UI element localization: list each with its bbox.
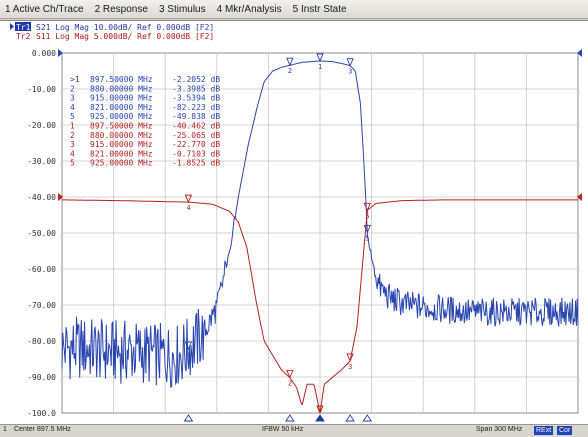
stimulus-marker-icon <box>285 414 295 422</box>
y-tick-labels: 0.000 -10.00 -20.00 -30.00 -40.00 -50.00 -60.0… <box>27 49 56 418</box>
channel-number: 1 <box>3 426 7 433</box>
y-tick-label: -70.00 <box>27 301 56 310</box>
marker-readout-value: -82.223 dB <box>172 103 220 112</box>
marker-table: >1 897.50000 MHz -2.2052 dB 2 880.00000 MHz -… <box>70 75 220 168</box>
marker-readout-number: 5 <box>70 159 75 168</box>
marker-s11-number: 3 <box>348 363 352 371</box>
marker-readout-frequency: 915.00000 MHz <box>90 94 153 103</box>
span-frequency[interactable]: Span 300 MHz <box>476 426 523 433</box>
analyzer-display: Tr1 S21 Log Mag 10.00dB/ Ref 0.000dB [F2… <box>0 20 588 425</box>
y-tick-label: 0.000 <box>32 49 56 58</box>
reference-markers <box>58 49 582 422</box>
tr2-label[interactable]: Tr2 <box>16 32 31 41</box>
tr2-settings[interactable]: S11 Log Mag 5.000dB/ Ref 0.000dB [F2] <box>36 32 214 41</box>
marker-readout-value: -2.2052 dB <box>172 75 220 84</box>
marker-readout-frequency: 821.00000 MHz <box>90 103 153 112</box>
tr1-ref-left-icon <box>58 49 63 57</box>
stimulus-marker-icon <box>315 414 325 422</box>
marker-s21-triangle <box>316 53 324 63</box>
marker-readout-number: 3 <box>70 94 75 103</box>
marker-readout-value: -0.7103 dB <box>172 149 220 158</box>
tr1-ref-right-icon <box>577 49 582 57</box>
marker-s11-number: 5 <box>365 212 369 220</box>
y-tick-label: -50.00 <box>27 229 56 238</box>
tr2-ref-right-icon <box>577 193 582 201</box>
cor-badge: Cor <box>557 426 573 435</box>
y-tick-label: -10.00 <box>27 85 56 94</box>
marker-readout-value: -22.770 dB <box>172 140 220 149</box>
marker-readout-number: 4 <box>70 149 75 158</box>
marker-s11-number: 4 <box>186 204 190 212</box>
marker-readout-number: >1 <box>70 75 80 84</box>
marker-readout-number: 2 <box>70 131 75 140</box>
marker-readout-frequency: 821.00000 MHz <box>90 149 153 158</box>
marker-readout-value: -1.8525 dB <box>172 159 220 168</box>
marker-readout-value: -25.065 dB <box>172 131 220 140</box>
marker-s11-triangle <box>286 370 294 379</box>
marker-readout-number: 5 <box>70 112 75 121</box>
menu-response[interactable]: 2 Response <box>94 3 148 15</box>
marker-readout-number: 1 <box>70 122 75 131</box>
marker-readout-frequency: 897.50000 MHz <box>90 75 153 84</box>
marker-s21-number: 2 <box>288 67 292 75</box>
marker-readout-value: -40.462 dB <box>172 122 220 131</box>
marker-s21-triangle <box>346 58 354 67</box>
marker-readout-number: 4 <box>70 103 75 112</box>
tr1-label[interactable]: Tr1 <box>16 23 31 32</box>
active-trace-pointer-icon <box>10 23 14 30</box>
tr1-label-highlight <box>15 22 31 31</box>
trace-chart[interactable]: Tr1 S21 Log Mag 10.00dB/ Ref 0.000dB [F2… <box>0 21 588 425</box>
center-frequency[interactable]: Center 897.5 MHz <box>14 426 71 433</box>
tr2-ref-left-icon <box>58 193 63 201</box>
marker-readout-frequency: 925.00000 MHz <box>90 112 153 121</box>
trace-header: Tr1 S21 Log Mag 10.00dB/ Ref 0.000dB [F2… <box>10 22 214 41</box>
marker-readout-frequency: 880.00000 MHz <box>90 84 153 93</box>
stimulus-marker-icon <box>362 414 373 422</box>
y-tick-label: -20.00 <box>27 121 56 130</box>
marker-s11-triangle <box>346 353 354 363</box>
traces: 1234512345 <box>61 53 579 423</box>
menu-bar: 1 Active Ch/Trace 2 Response 3 Stimulus … <box>0 0 588 19</box>
marker-readout-value: -49.838 dB <box>172 112 220 121</box>
menu-mkr-analysis[interactable]: 4 Mkr/Analysis <box>216 3 282 15</box>
menu-active-ch-trace[interactable]: 1 Active Ch/Trace <box>5 3 84 15</box>
ifbw[interactable]: IFBW 50 kHz <box>262 426 304 433</box>
marker-readout-number: 2 <box>70 84 75 93</box>
y-tick-label: -90.00 <box>27 373 56 382</box>
marker-s21-triangle <box>286 57 294 67</box>
marker-readout-number: 3 <box>70 140 75 149</box>
y-tick-label: -40.00 <box>27 193 56 202</box>
graticule <box>61 52 579 414</box>
marker-s21-number: 4 <box>186 351 190 359</box>
marker-s11-number: 2 <box>288 379 292 387</box>
marker-s11-triangle <box>363 202 371 212</box>
stimulus-marker-icon <box>183 414 194 422</box>
marker-s21-triangle <box>184 341 193 351</box>
menu-stimulus[interactable]: 3 Stimulus <box>158 3 206 15</box>
marker-readout-frequency: 915.00000 MHz <box>90 140 153 149</box>
y-tick-label: -100.0 <box>27 409 56 418</box>
marker-readout-value: -3.3985 dB <box>172 84 220 93</box>
marker-s21-number: 1 <box>318 63 322 71</box>
marker-s21-number: 3 <box>348 68 352 76</box>
stimulus-marker-icon <box>345 414 355 422</box>
y-tick-label: -60.00 <box>27 265 56 274</box>
y-tick-label: -80.00 <box>27 337 56 346</box>
rext-badge: RExt <box>534 426 554 435</box>
y-tick-label: -30.00 <box>27 157 56 166</box>
status-bar: 1 Center 897.5 MHz IFBW 50 kHz Span 300 … <box>0 424 588 437</box>
marker-s21-number: 5 <box>365 234 369 242</box>
tr1-settings[interactable]: S21 Log Mag 10.00dB/ Ref 0.000dB [F2] <box>36 23 214 32</box>
marker-s11-triangle <box>316 405 324 415</box>
marker-readout-frequency: 925.00000 MHz <box>90 159 153 168</box>
marker-readout-frequency: 880.00000 MHz <box>90 131 153 140</box>
marker-readout-value: -3.5394 dB <box>172 94 220 103</box>
marker-s11-triangle <box>184 194 193 204</box>
menu-instr-state[interactable]: 5 Instr State <box>292 3 347 15</box>
marker-readout-frequency: 897.50000 MHz <box>90 122 153 131</box>
